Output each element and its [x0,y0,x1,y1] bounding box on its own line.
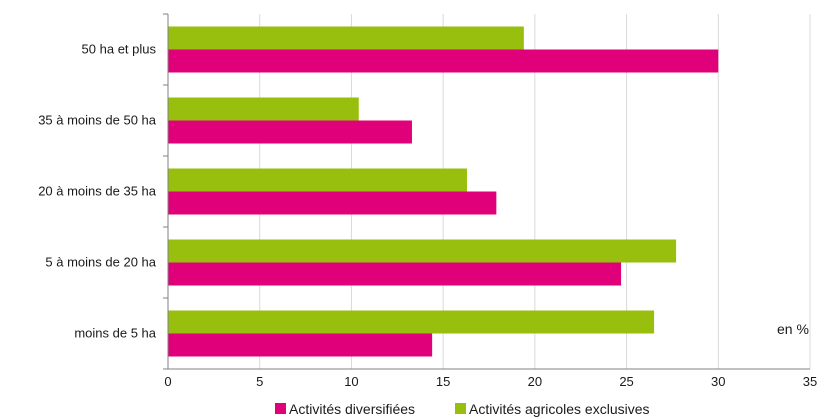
bar [168,26,524,50]
x-tick-label: 20 [528,374,542,389]
x-tick-label: 15 [436,374,450,389]
unit-annotation: en % [777,321,809,337]
x-tick-label: 25 [619,374,633,389]
bar [168,262,622,286]
bar [168,310,655,334]
bar [168,168,467,192]
x-tick-labels: 0 5 10 15 20 25 30 35 [164,374,817,389]
bar [168,191,497,215]
axes [163,13,810,370]
bar [168,120,412,144]
legend-swatch [455,403,466,414]
bars [168,26,719,357]
bar [168,333,433,357]
category-label: 35 à moins de 50 ha [38,113,157,128]
x-tick-label: 35 [803,374,817,389]
legend-label: Activités agricoles exclusives [469,401,650,417]
x-tick-label: 30 [711,374,725,389]
x-tick-label: 0 [164,374,171,389]
bar [168,97,359,121]
legend-swatch [275,403,286,414]
category-label: moins de 5 ha [74,326,156,341]
category-label: 20 à moins de 35 ha [38,184,157,199]
category-label: 5 à moins de 20 ha [45,255,156,270]
legend-label: Activités diversifiées [289,401,415,417]
bar [168,49,719,73]
bar [168,239,677,263]
category-labels: 50 ha et plus 35 à moins de 50 ha 20 à moi… [38,42,157,341]
category-label: 50 ha et plus [82,42,157,57]
legend: Activités diversifiées Activités agricole… [275,401,650,417]
x-tick-label: 5 [256,374,263,389]
x-tick-label: 10 [344,374,358,389]
